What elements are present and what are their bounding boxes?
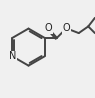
Text: N: N [9, 51, 16, 61]
Text: O: O [63, 23, 70, 33]
Text: O: O [45, 23, 52, 33]
